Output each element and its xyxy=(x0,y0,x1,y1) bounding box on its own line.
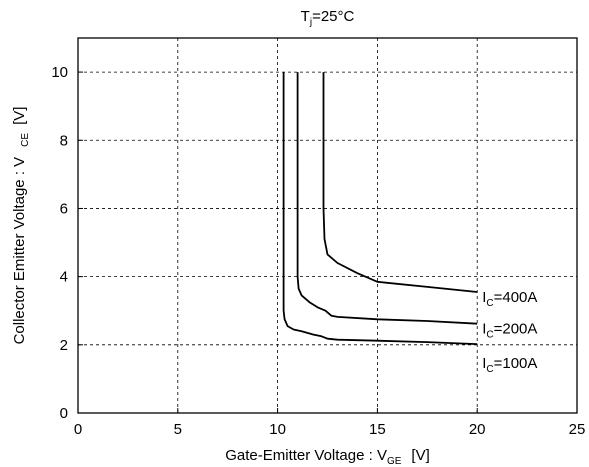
x-tick-label: 15 xyxy=(369,421,386,438)
y-tick-label: 4 xyxy=(60,269,68,286)
x-tick-label: 0 xyxy=(74,421,82,438)
series-label-100a: IC=100A xyxy=(482,355,537,375)
chart-title: Tj=25°C xyxy=(301,8,355,28)
series-label-200a: IC=200A xyxy=(482,321,537,341)
y-tick-label: 8 xyxy=(60,132,68,149)
x-tick-label: 25 xyxy=(569,421,586,438)
x-axis-title: Gate-Emitter Voltage : VGE [V] xyxy=(225,447,430,467)
series-label-400a: IC=400A xyxy=(482,289,537,309)
series-labels: IC=400A IC=200A IC=100A xyxy=(482,289,537,375)
series-line-2 xyxy=(296,72,478,325)
series-lines xyxy=(282,72,478,345)
axis-ticks: 0 5 10 15 20 25 0 2 4 6 8 10 xyxy=(51,64,585,438)
x-tick-label: 5 xyxy=(174,421,182,438)
x-tick-label: 20 xyxy=(469,421,486,438)
grid xyxy=(78,38,577,413)
y-tick-label: 10 xyxy=(51,64,68,81)
y-tick-label: 0 xyxy=(60,405,68,422)
series-line-1 xyxy=(322,72,478,293)
series-line-3 xyxy=(282,72,478,345)
y-tick-label: 2 xyxy=(60,337,68,354)
y-tick-label: 6 xyxy=(60,200,68,217)
x-tick-label: 10 xyxy=(269,421,286,438)
plot-frame xyxy=(77,37,578,414)
y-axis-title: Collector Emitter Voltage : VCE[V] xyxy=(11,107,31,345)
